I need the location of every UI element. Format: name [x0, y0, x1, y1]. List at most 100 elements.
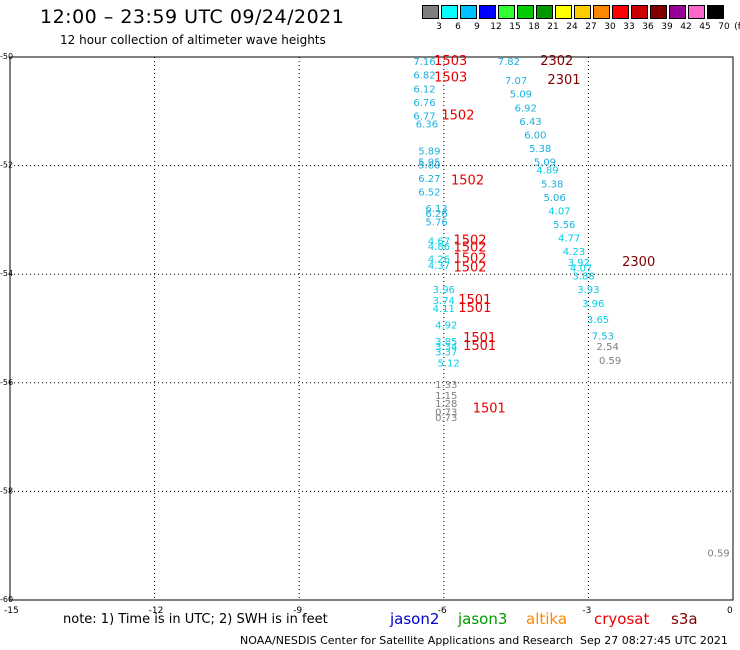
pass-time-label: 1501 — [458, 301, 491, 316]
wave-height-label: 7.53 — [592, 331, 614, 342]
wave-height-label: 3.65 — [587, 315, 609, 326]
color-swatch-label: 15 — [509, 22, 521, 32]
chart-subtitle: 12 hour collection of altimeter wave hei… — [60, 33, 326, 47]
color-swatch-label: 12 — [490, 22, 502, 32]
x-tick-label: -6 — [438, 606, 447, 616]
mission-label: jason2 — [390, 610, 440, 628]
wave-height-label: 4.67 — [428, 236, 450, 247]
wave-height-label: 6.27 — [418, 174, 440, 185]
wave-height-label: 6.00 — [524, 130, 546, 141]
grid-lines — [10, 57, 733, 600]
color-swatch — [441, 5, 458, 19]
wave-height-label: 6.36 — [416, 120, 438, 131]
pass-time-label: 1501 — [473, 402, 506, 417]
pass-time-label: 2301 — [547, 73, 580, 88]
pass-time-label: 2300 — [622, 255, 655, 270]
color-swatch — [650, 5, 667, 19]
wave-height-label: 6.92 — [515, 103, 537, 114]
color-swatch — [536, 5, 553, 19]
wave-height-label: 6.43 — [519, 117, 541, 128]
x-tick-label: -3 — [582, 606, 591, 616]
x-tick-label: -15 — [4, 606, 19, 616]
color-swatch-label: 70 — [718, 22, 730, 32]
wave-height-label: 5.38 — [529, 144, 551, 155]
wave-height-label: 4.26 — [428, 254, 450, 265]
wave-height-label: 5.38 — [541, 179, 563, 190]
color-swatch-label: 42 — [680, 22, 692, 32]
color-swatch-label: 30 — [604, 22, 616, 32]
y-tick-label: -56 — [0, 378, 13, 387]
wave-height-label: 4.77 — [558, 234, 580, 245]
color-swatch-label: 9 — [474, 22, 480, 32]
y-tick-label: -58 — [0, 486, 13, 495]
color-swatch-label: 21 — [547, 22, 559, 32]
color-swatch-label: 39 — [661, 22, 673, 32]
color-swatch — [498, 5, 515, 19]
mission-label: cryosat — [594, 610, 650, 628]
color-swatch — [707, 5, 724, 19]
pass-time-label: 1502 — [453, 251, 486, 266]
wave-height-label: 7.16 — [413, 57, 435, 68]
wave-height-label: 7.82 — [498, 57, 520, 68]
color-swatch — [460, 5, 477, 19]
y-tick-label: -54 — [0, 269, 13, 278]
color-swatch-label: 33 — [623, 22, 635, 32]
pass-time-label: 2302 — [540, 54, 573, 69]
wave-height-label: 4.92 — [435, 321, 457, 332]
chart-title: 12:00 – 23:59 UTC 09/24/2021 — [40, 6, 345, 28]
color-swatch-label: 27 — [585, 22, 597, 32]
wave-height-label: 5.76 — [425, 217, 447, 228]
pass-time-label: 1503 — [434, 70, 467, 85]
wave-height-label: 4.07 — [570, 263, 592, 274]
mission-label: jason3 — [458, 610, 508, 628]
pass-time-label: 1501 — [463, 339, 496, 354]
wave-height-label: 3.96 — [433, 285, 455, 296]
wave-height-label: 1.33 — [435, 380, 457, 391]
x-tick-label: -9 — [293, 606, 302, 616]
color-swatch — [555, 5, 572, 19]
wave-height-label: 4.89 — [536, 166, 558, 177]
y-tick-label: -50 — [0, 52, 13, 61]
pass-time-label: 1502 — [453, 260, 486, 275]
wave-height-label: 6.77 — [413, 111, 435, 122]
wave-height-label: 1.15 — [435, 391, 457, 402]
y-tick-label: -60 — [0, 595, 13, 604]
color-swatch-label: 45 — [699, 22, 711, 32]
color-swatch — [517, 5, 534, 19]
wave-height-label: 7.07 — [505, 76, 527, 87]
wave-height-label: 3.96 — [582, 299, 604, 310]
wave-height-label: 5.95 — [418, 158, 440, 169]
wave-height-label: 5.09 — [534, 158, 556, 169]
wave-height-label: 6.82 — [413, 71, 435, 82]
wave-height-label: 0.73 — [435, 407, 457, 418]
wave-height-label: 6.76 — [413, 98, 435, 109]
wave-height-label: 4.86 — [428, 242, 450, 253]
pass-time-label: 1501 — [458, 293, 491, 308]
axis-tick-labels: -15 -12 -9 -6 -3 0 -50 -52 -54 -56 -58 -60 — [0, 52, 733, 616]
wave-height-label: 4.37 — [428, 261, 450, 272]
wave-height-label: 6.26 — [425, 209, 447, 220]
color-swatch — [479, 5, 496, 19]
wave-height-label: 0.59 — [707, 549, 729, 560]
color-swatch — [574, 5, 591, 19]
wave-height-label: 1.28 — [435, 399, 457, 410]
pass-time-label: 1501 — [463, 331, 496, 346]
wave-height-label: 0.59 — [599, 356, 621, 367]
wave-height-label: 3.85 — [435, 337, 457, 348]
mission-label: s3a — [671, 610, 698, 628]
pass-time-label: 1502 — [453, 233, 486, 248]
color-swatch — [688, 5, 705, 19]
color-swatch-label: 6 — [455, 22, 461, 32]
wave-height-label: 4.23 — [563, 247, 585, 258]
pass-time-label: 1502 — [451, 174, 484, 189]
color-scale-unit: (ft) — [734, 22, 740, 32]
color-swatch-label: 3 — [436, 22, 442, 32]
color-swatch — [631, 5, 648, 19]
wave-height-label: 6.13 — [425, 204, 447, 215]
pass-time-label: 1502 — [441, 108, 474, 123]
color-swatch — [422, 5, 439, 19]
color-swatch-label: 24 — [566, 22, 578, 32]
wave-height-label: 5.80 — [418, 160, 440, 171]
color-swatch — [669, 5, 686, 19]
